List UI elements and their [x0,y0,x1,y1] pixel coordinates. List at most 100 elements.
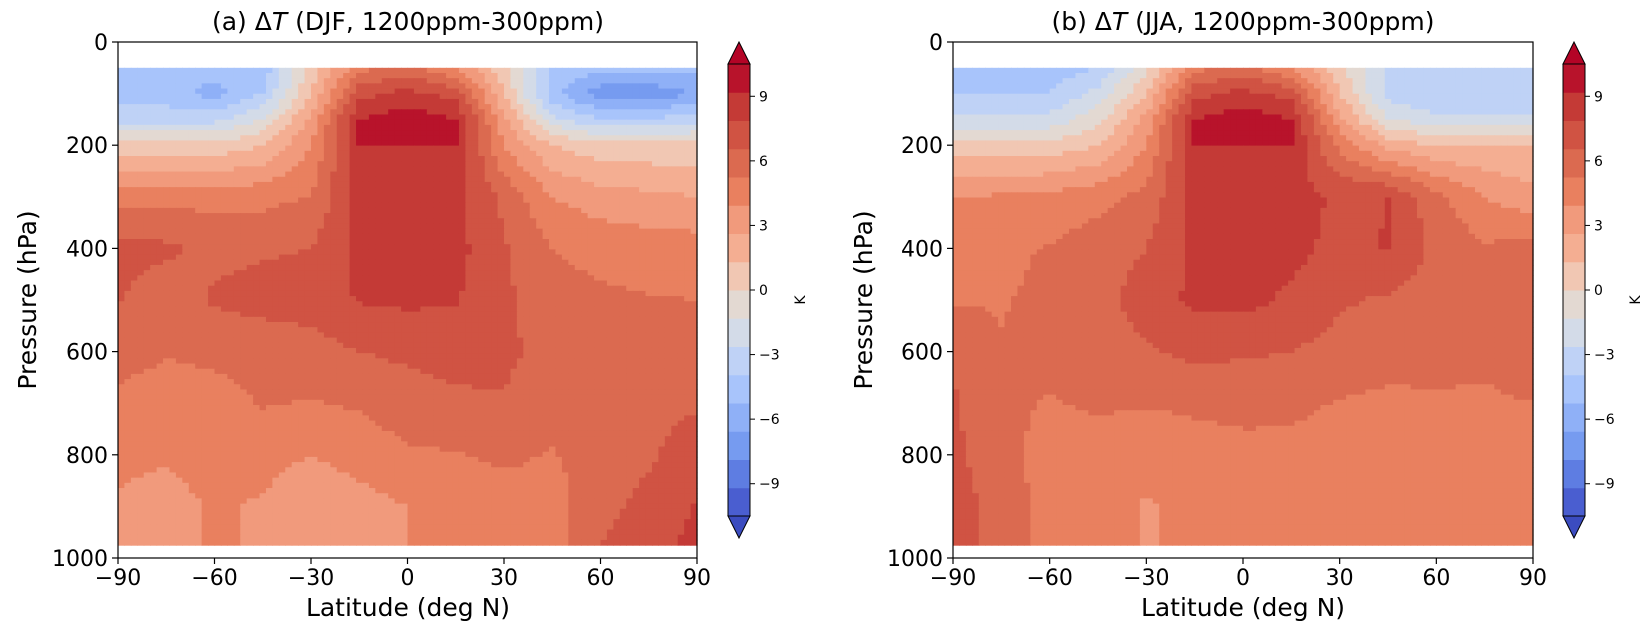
heatmap-cell [349,150,357,157]
heatmap-cell [465,104,473,110]
heatmap-cell [413,322,421,328]
heatmap-cell [491,72,499,79]
heatmap-cell [497,207,505,214]
heatmap-cell [529,223,537,230]
heatmap-cell [381,192,389,199]
heatmap-cell [504,239,512,245]
heatmap-cell [619,296,627,302]
heatmap-cell [536,337,544,344]
heatmap-cell [439,161,447,167]
heatmap-cell [188,280,196,287]
heatmap-cell [233,264,241,271]
heatmap-cell [606,285,614,292]
heatmap-cell [587,124,595,131]
heatmap-cell [645,124,653,131]
heatmap-cell [504,249,512,256]
heatmap-cell [317,119,325,126]
heatmap-cell [227,130,235,136]
heatmap-cell [561,83,569,90]
heatmap-cell [336,332,344,339]
heatmap-cell [458,259,466,266]
heatmap-cell [523,239,531,245]
heatmap-cell [246,78,254,84]
heatmap-cell [536,311,544,318]
heatmap-cell [298,88,306,95]
heatmap-cell [497,213,505,219]
heatmap-cell [246,145,254,152]
heatmap-cell [684,264,692,271]
heatmap-cell [536,140,544,147]
heatmap-cell [651,296,659,302]
heatmap-cell [388,218,396,225]
heatmap-cell [272,254,280,261]
heatmap-cell [169,264,177,271]
heatmap-cell [587,93,595,100]
heatmap-cell [484,342,492,349]
heatmap-cell [272,270,280,276]
heatmap-cell [639,316,647,323]
heatmap-cell [664,275,672,282]
heatmap-cell [323,342,331,349]
heatmap-cell [645,264,653,271]
heatmap-cell [394,78,402,84]
heatmap-cell [594,249,602,256]
heatmap-cell [619,322,627,328]
heatmap-cell [356,244,364,250]
heatmap-cell [407,213,415,219]
heatmap-cell [523,83,531,90]
heatmap-cell [298,228,306,235]
heatmap-cell [651,166,659,173]
heatmap-cell [401,347,409,354]
heatmap-cell [626,150,634,157]
heatmap-cell [568,207,576,214]
heatmap-cell [677,275,685,282]
heatmap-cell [246,306,254,313]
heatmap-cell [658,181,666,188]
heatmap-cell [163,130,171,136]
heatmap-cell [195,78,203,84]
heatmap-cell [484,244,492,250]
heatmap-cell [278,275,286,282]
heatmap-cell [684,249,692,256]
heatmap-cell [606,104,614,110]
heatmap-cell [137,176,145,183]
heatmap-cell [413,98,421,105]
heatmap-cell [619,337,627,344]
heatmap-cell [137,296,145,302]
heatmap-cell [401,88,409,95]
heatmap-cell [516,223,524,230]
heatmap-cell [568,124,576,131]
heatmap-cell [220,353,228,359]
heatmap-cell [671,140,679,147]
heatmap-cell [285,296,293,302]
heatmap-cell [465,275,473,282]
heatmap-cell [233,270,241,276]
heatmap-cell [156,275,164,282]
heatmap-cell [311,202,319,209]
heatmap-cell [439,98,447,105]
heatmap-cell [227,150,235,157]
heatmap-cell [188,119,196,126]
heatmap-cell [600,171,608,178]
heatmap-cell [439,176,447,183]
heatmap-cell [227,259,235,266]
heatmap-cell [336,296,344,302]
heatmap-cell [549,311,557,318]
heatmap-cell [626,337,634,344]
heatmap-cell [497,83,505,90]
heatmap-cell [684,311,692,318]
heatmap-cell [285,93,293,100]
heatmap-cell [690,104,698,110]
heatmap-cell [323,244,331,250]
heatmap-cell [169,166,177,173]
heatmap-cell [298,135,306,142]
heatmap-cell [368,228,376,235]
heatmap-cell [581,98,589,105]
heatmap-cell [175,171,183,178]
heatmap-cell [317,353,325,359]
heatmap-cell [278,290,286,297]
heatmap-cell [690,207,698,214]
heatmap-cell [195,202,203,209]
heatmap-cell [619,207,627,214]
heatmap-cell [150,109,158,116]
